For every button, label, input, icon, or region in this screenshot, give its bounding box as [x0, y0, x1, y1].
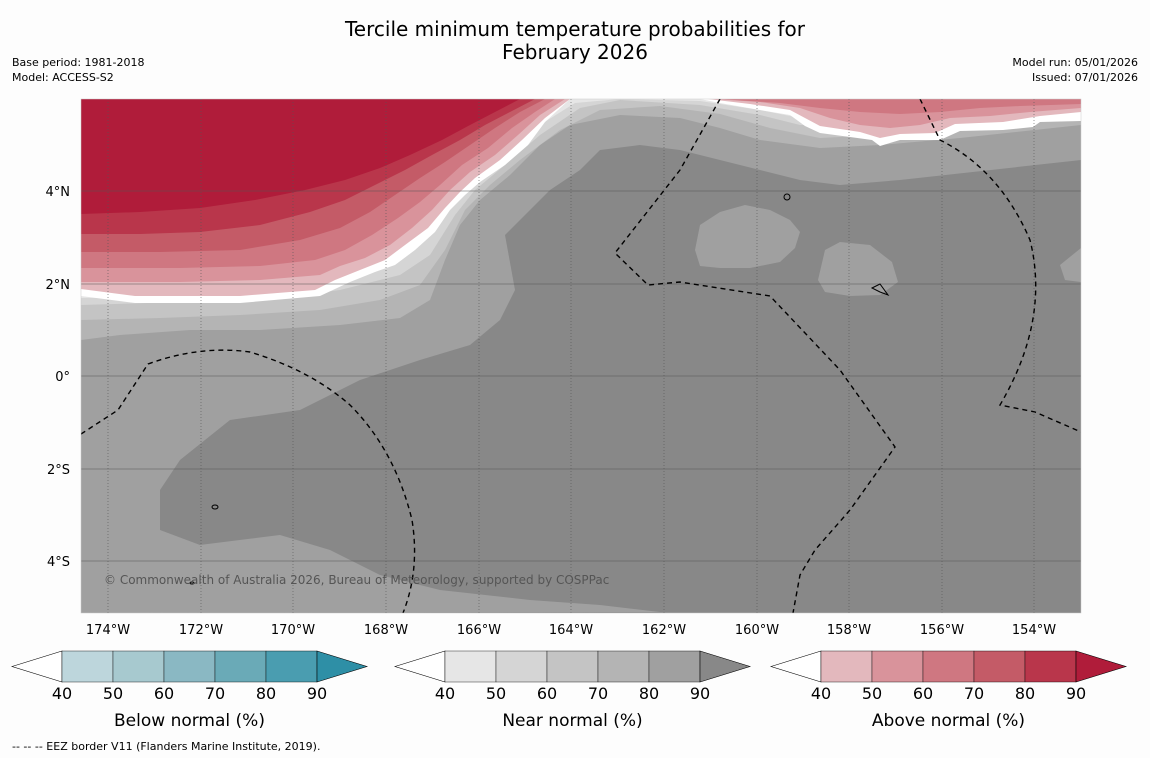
above-normal-90-region — [81, 99, 520, 214]
near-colorbar-segment — [597, 650, 650, 683]
island-1 — [783, 193, 791, 201]
lon-tick-labels: 174°W 172°W 170°W 168°W 166°W 164°W 162°… — [86, 623, 1056, 638]
near-colorbar-tick: 40 — [435, 684, 455, 703]
above-colorbar-tick: 80 — [1015, 684, 1035, 703]
lon-tick-156w: 156°W — [920, 623, 964, 638]
near-colorbar-segment — [495, 650, 548, 683]
lat-tick-2s: 2°S — [47, 463, 70, 478]
above-colorbar-high-arrow — [1075, 650, 1128, 683]
lat-tick-4n: 4°N — [46, 185, 71, 200]
near-colorbar-segment — [546, 650, 599, 683]
above-colorbar-segment — [1024, 650, 1077, 683]
eez-border-west — [81, 349, 416, 613]
above-colorbar-segment — [973, 650, 1026, 683]
lon-tick-172w: 172°W — [179, 623, 223, 638]
colorbars: 40 50 60 70 80 90 Below normal (%) 40 50 60 70 80 90… — [10, 650, 1128, 731]
below-colorbar-label: Below normal (%) — [114, 711, 265, 731]
above-colorbar-segment — [871, 650, 924, 683]
title-line-1: Tercile minimum temperature probabilitie… — [344, 17, 806, 41]
lat-tick-4s: 4°S — [47, 555, 70, 570]
below-colorbar-segment — [112, 650, 165, 683]
below-normal-colorbar: 40 50 60 70 80 90 Below normal (%) — [10, 650, 369, 731]
eez-borders — [81, 99, 1081, 613]
model-name: Model: ACCESS-S2 — [12, 71, 114, 84]
islands — [189, 193, 890, 585]
lon-tick-170w: 170°W — [271, 623, 315, 638]
map-title: Tercile minimum temperature probabilitie… — [0, 18, 1150, 64]
eez-border-east — [919, 99, 1081, 433]
above-colorbar-tick: 70 — [964, 684, 984, 703]
title-line-2: February 2026 — [502, 40, 648, 64]
near-colorbar-high-arrow — [699, 650, 752, 683]
near-colorbar-segment — [444, 650, 497, 683]
above-colorbar-tick: 90 — [1066, 684, 1086, 703]
above-colorbar-tick: 40 — [811, 684, 831, 703]
below-colorbar-high-arrow — [316, 650, 369, 683]
below-colorbar-tick: 90 — [307, 684, 327, 703]
above-colorbar-label: Above normal (%) — [872, 711, 1025, 731]
island-3 — [211, 504, 219, 510]
above-normal-colorbar: 40 50 60 70 80 90 Above normal (%) — [769, 650, 1128, 731]
below-colorbar-tick: 50 — [103, 684, 123, 703]
base-period: Base period: 1981-2018 — [12, 56, 145, 69]
near-colorbar-tick: 60 — [537, 684, 557, 703]
below-colorbar-low-arrow — [10, 650, 63, 683]
lon-tick-160w: 160°W — [735, 623, 779, 638]
below-colorbar-segment — [163, 650, 216, 683]
eez-border-central — [614, 99, 896, 613]
lon-tick-158w: 158°W — [827, 623, 871, 638]
above-colorbar-segment — [922, 650, 975, 683]
below-colorbar-tick: 70 — [205, 684, 225, 703]
lat-tick-2n: 2°N — [46, 278, 71, 293]
below-colorbar-segment — [265, 650, 318, 683]
near-normal-80-island — [695, 205, 800, 268]
above-colorbar-low-arrow — [769, 650, 822, 683]
below-colorbar-tick: 60 — [154, 684, 174, 703]
lon-tick-154w: 154°W — [1012, 623, 1056, 638]
near-colorbar-low-arrow — [393, 650, 446, 683]
map-frame — [80, 98, 1082, 614]
island-2 — [870, 283, 890, 297]
model-run: Model run: 05/01/2026 — [1012, 56, 1138, 69]
near-normal-80-east — [1060, 248, 1081, 282]
island-4 — [189, 581, 195, 585]
above-colorbar-tick: 50 — [862, 684, 882, 703]
near-colorbar-tick: 80 — [639, 684, 659, 703]
below-colorbar-tick: 80 — [256, 684, 276, 703]
footer-note: -- -- -- EEZ border V11 (Flanders Marine… — [12, 740, 321, 753]
above-colorbar-tick: 60 — [913, 684, 933, 703]
meta-left: Base period: 1981-2018 Model: ACCESS-S2 — [12, 55, 144, 85]
lon-tick-174w: 174°W — [86, 623, 130, 638]
near-normal-80-island-2 — [818, 242, 898, 296]
lon-tick-164w: 164°W — [549, 623, 593, 638]
lat-tick-labels: 4°N 2°N 0° 2°S 4°S — [46, 185, 71, 570]
above-colorbar-segment — [820, 650, 873, 683]
near-colorbar-tick: 90 — [690, 684, 710, 703]
copyright-text: © Commonwealth of Australia 2026, Bureau… — [104, 573, 609, 587]
issued-date: Issued: 07/01/2026 — [1031, 71, 1138, 84]
near-colorbar-segment — [648, 650, 701, 683]
lon-tick-168w: 168°W — [364, 623, 408, 638]
near-colorbar-tick: 50 — [486, 684, 506, 703]
meta-right: Model run: 05/01/2026 Issued: 07/01/2026 — [1012, 55, 1138, 85]
near-colorbar-tick: 70 — [588, 684, 608, 703]
lat-tick-0: 0° — [55, 370, 70, 385]
near-colorbar-label: Near normal (%) — [502, 711, 642, 731]
lon-tick-166w: 166°W — [457, 623, 501, 638]
below-colorbar-tick: 40 — [52, 684, 72, 703]
below-colorbar-segment — [214, 650, 267, 683]
below-colorbar-segment — [61, 650, 114, 683]
lon-tick-162w: 162°W — [642, 623, 686, 638]
near-normal-colorbar: 40 50 60 70 80 90 Near normal (%) — [393, 650, 752, 731]
probability-field — [81, 99, 1081, 613]
latitude-lines — [81, 190, 1081, 562]
